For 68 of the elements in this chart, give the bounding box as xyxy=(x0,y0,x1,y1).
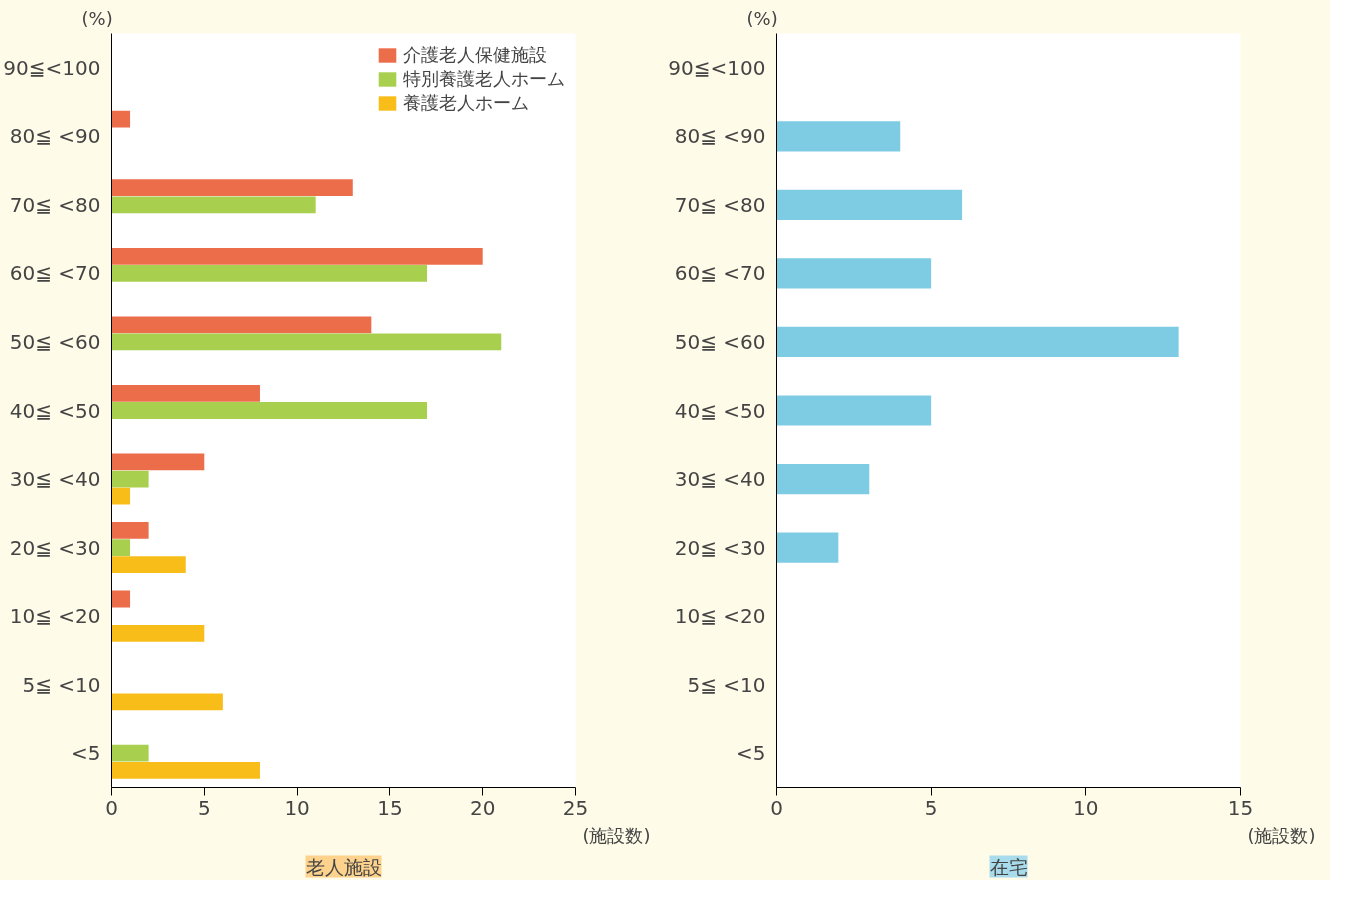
bar xyxy=(111,196,316,214)
y-tick-label: 80≦ <90 xyxy=(9,124,101,149)
bar xyxy=(111,402,428,419)
bar xyxy=(111,624,205,642)
bar xyxy=(111,179,353,197)
bar xyxy=(111,265,428,282)
bar xyxy=(111,316,372,334)
y-tick-label: 90≦<100 xyxy=(3,55,101,80)
x-tick-label: 15 xyxy=(377,795,403,820)
y-tick-label: <5 xyxy=(736,741,766,766)
x-tick-label: 5 xyxy=(197,795,211,820)
x-tick-label: 25 xyxy=(562,795,589,820)
y-axis-title: (%) xyxy=(81,7,113,29)
y-axis-title: (%) xyxy=(746,7,778,29)
bar xyxy=(111,247,483,265)
y-tick-label: 10≦ <20 xyxy=(9,604,101,629)
x-tick-label: 0 xyxy=(105,795,118,820)
y-tick-label: <5 xyxy=(71,741,101,766)
y-tick-label: 5≦ <10 xyxy=(22,672,101,697)
bar xyxy=(111,744,149,762)
bar xyxy=(111,384,260,402)
x-tick-label: 15 xyxy=(1227,795,1254,820)
text: 在宅 xyxy=(989,855,1028,878)
y-tick-label: 20≦ <30 xyxy=(9,535,101,560)
bar xyxy=(111,470,149,488)
bar xyxy=(776,532,839,563)
x-tick-label: 5 xyxy=(924,795,938,820)
x-tick-label: 10 xyxy=(284,795,310,820)
y-tick-label: 20≦ <30 xyxy=(674,535,766,560)
y-tick-label: 70≦ <80 xyxy=(9,192,101,217)
x-axis-title: (施設数) xyxy=(1247,824,1316,846)
bar xyxy=(776,121,901,152)
bar xyxy=(111,522,149,539)
y-tick-label: 90≦<100 xyxy=(668,55,766,80)
y-tick-label: 40≦ <50 xyxy=(674,398,766,423)
bar xyxy=(776,258,932,289)
y-tick-label: 30≦ <40 xyxy=(9,467,101,492)
bar xyxy=(111,693,223,711)
y-tick-label: 50≦ <60 xyxy=(9,329,101,354)
bar xyxy=(111,761,260,779)
y-tick-label: 80≦ <90 xyxy=(674,124,766,149)
y-tick-label: 30≦ <40 xyxy=(674,467,766,492)
legend-label: 養護老人ホーム xyxy=(403,91,529,115)
legend-label: 特別養護老人ホーム xyxy=(403,67,565,91)
y-tick-label: 60≦ <70 xyxy=(674,261,766,286)
bar xyxy=(776,189,963,220)
bar xyxy=(776,463,870,495)
x-tick-label: 0 xyxy=(770,795,783,820)
bar xyxy=(111,333,502,351)
bar xyxy=(111,556,186,574)
bar xyxy=(776,395,932,426)
y-tick-label: 40≦ <50 xyxy=(9,398,101,423)
y-tick-label: 70≦ <80 xyxy=(674,192,766,217)
text: 老人施設 xyxy=(305,855,382,878)
y-tick-label: 10≦ <20 xyxy=(674,604,766,629)
y-tick-label: 5≦ <10 xyxy=(687,672,766,697)
y-tick-label: 60≦ <70 xyxy=(9,261,101,286)
bar xyxy=(111,110,131,128)
bar xyxy=(111,590,131,608)
bar xyxy=(111,487,131,505)
bar xyxy=(111,539,131,556)
x-tick-label: 10 xyxy=(1073,795,1099,820)
x-tick-label: 20 xyxy=(469,795,496,820)
bar xyxy=(776,326,1179,358)
legend-label: 介護老人保健施設 xyxy=(403,43,547,67)
y-tick-label: 50≦ <60 xyxy=(674,329,766,354)
bar xyxy=(111,453,205,471)
x-axis-title: (施設数) xyxy=(582,824,651,846)
